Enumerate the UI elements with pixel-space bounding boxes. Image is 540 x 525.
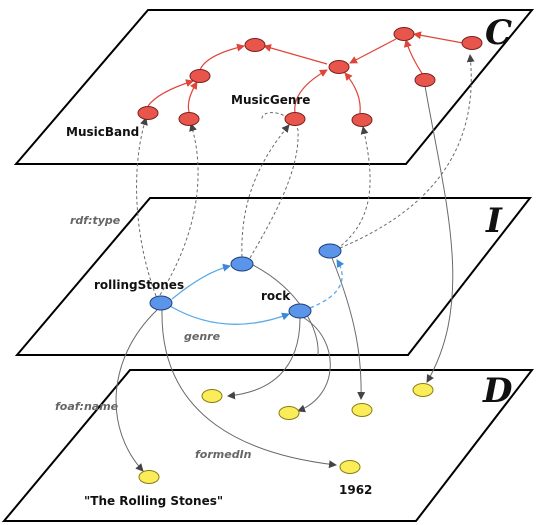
plane-d: D (1, 369, 535, 522)
instance-edge (171, 263, 231, 300)
label-foaf-name: foaf:name (55, 400, 119, 413)
data-node-year (339, 460, 361, 474)
rdf-type-edge (339, 54, 475, 249)
instance-node-rock (288, 303, 312, 319)
subclass-edge (413, 31, 464, 44)
rdf-type-edge (241, 124, 290, 258)
label-rock: rock (261, 289, 291, 303)
data-link-edges (115, 85, 454, 472)
plane-c: C (13, 9, 535, 165)
subclass-edge (187, 81, 198, 113)
foaf-name-edge (115, 309, 158, 472)
label-year-value: 1962 (339, 483, 372, 497)
subclass-edge (403, 39, 424, 76)
rdf-type-edge (249, 112, 299, 259)
data-node (412, 383, 434, 397)
plane-d-surface (1, 369, 535, 522)
instance-node (230, 256, 254, 272)
data-nodes (138, 383, 434, 484)
class-node (189, 69, 211, 83)
labels: MusicBand MusicGenre rollingStones rock … (55, 93, 372, 508)
label-formed-in: formedIn (195, 448, 252, 461)
genre-edge-dashed (309, 259, 345, 309)
plane-i-surface (14, 197, 533, 356)
label-rolling-stones: rollingStones (94, 278, 184, 292)
subclass-edge (147, 79, 194, 107)
subclass-edge (294, 69, 328, 114)
data-node (201, 389, 223, 403)
label-genre: genre (184, 330, 221, 343)
rdf-type-edge (136, 117, 157, 297)
link-edge (297, 317, 331, 413)
data-node (351, 403, 373, 417)
subclass-edge (349, 38, 397, 64)
instance-node-rolling-stones (149, 295, 173, 311)
link-edge (424, 85, 454, 383)
rdf-type-edge (336, 126, 371, 250)
subclass-edge (199, 43, 245, 71)
class-node (244, 38, 266, 52)
subclass-edge (344, 72, 361, 114)
subclass-edge (263, 44, 328, 65)
instance-nodes (149, 243, 342, 319)
label-music-band: MusicBand (66, 125, 139, 139)
link-edge (227, 317, 301, 400)
genre-edge (169, 305, 290, 325)
class-nodes (137, 27, 483, 127)
class-node (414, 73, 436, 87)
formed-in-edge (161, 309, 337, 469)
label-rdf-type: rdf:type (70, 214, 121, 227)
data-node-name (138, 470, 160, 484)
rdf-type-edge (159, 123, 199, 296)
plane-c-letter: C (485, 13, 512, 53)
label-name-value: "The Rolling Stones" (84, 494, 223, 508)
plane-i-letter: I (485, 201, 503, 241)
plane-i: I (14, 197, 533, 356)
subclass-edges (147, 31, 464, 114)
class-node-music-band (137, 106, 159, 120)
class-node (351, 113, 373, 127)
label-music-genre: MusicGenre (231, 93, 310, 107)
plane-d-letter: D (482, 371, 513, 411)
class-node (393, 27, 415, 41)
class-node (178, 112, 200, 126)
class-node-music-genre (284, 112, 306, 126)
class-node (461, 36, 483, 50)
rdf-type-edges (136, 54, 475, 297)
plane-c-surface (13, 9, 535, 165)
link-edge (331, 257, 366, 400)
instance-edges (169, 259, 345, 325)
class-node (328, 60, 350, 74)
instance-node (318, 243, 342, 259)
data-node (278, 406, 300, 420)
